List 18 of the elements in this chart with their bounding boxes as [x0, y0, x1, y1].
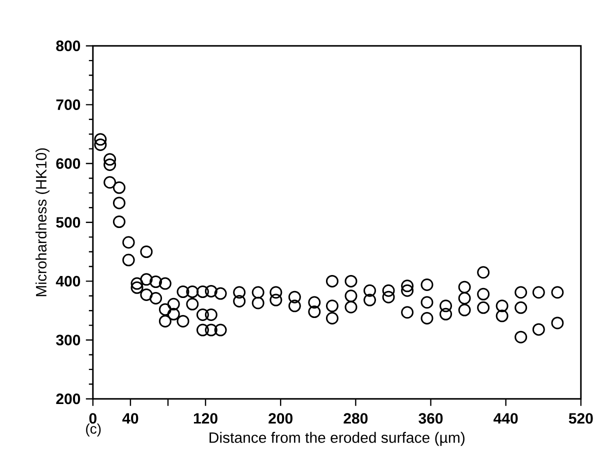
x-tick-label: 520	[568, 413, 593, 424]
text: (c)	[86, 424, 101, 437]
x-tick-label: 440	[494, 413, 518, 424]
y-tick-label: 500	[56, 217, 80, 228]
x-tick-label: 120	[194, 413, 218, 424]
y-tick-label: 400	[56, 276, 80, 287]
y-axis-title: Microhardness (HK10)	[36, 148, 50, 296]
y-tick-label: 300	[56, 334, 80, 346]
x-tick-label: 200	[268, 413, 292, 424]
y-tick-label: 700	[56, 99, 80, 110]
x-axis-title: Distance from the eroded surface (µm)	[210, 432, 464, 446]
x-tick-label: 280	[344, 413, 368, 424]
x-tick-label: 360	[418, 413, 443, 424]
y-tick-label: 800	[56, 40, 80, 52]
x-tick-label: 40	[122, 413, 138, 424]
y-tick-label: 200	[56, 394, 80, 404]
y-tick-label: 600	[56, 158, 80, 169]
x-tick-label: 0	[89, 413, 96, 424]
